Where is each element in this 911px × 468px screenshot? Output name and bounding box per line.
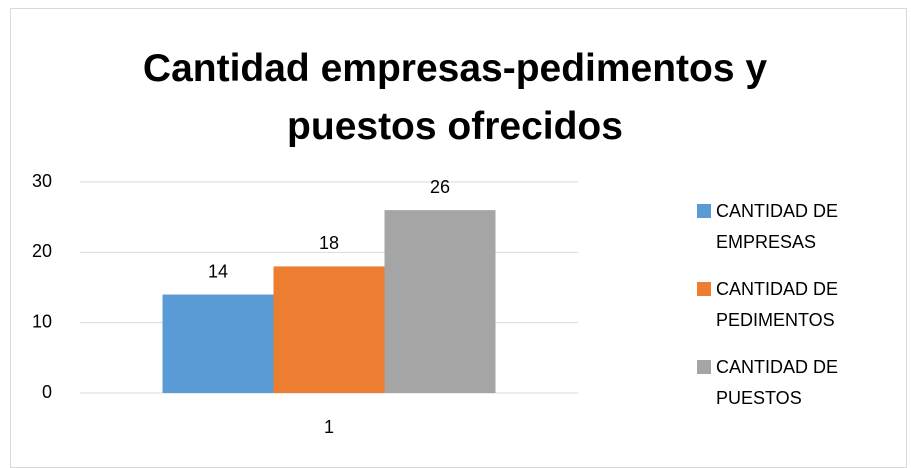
legend-label: CANTIDAD DE PUESTOS	[716, 357, 839, 408]
legend-swatch	[697, 360, 711, 374]
chart-title: Cantidad empresas-pedimentos y puestos o…	[142, 47, 768, 148]
legend-swatch	[697, 204, 711, 218]
page: {"chart_data": {"type": "bar", "title": …	[10, 8, 907, 468]
legend-label: CANTIDAD DE PEDIMENTOS	[716, 279, 839, 330]
chart: 0 10 20 30 1 14 18 26	[32, 171, 578, 437]
y-tick-label: 30	[32, 171, 52, 191]
y-tick-label: 10	[32, 311, 52, 331]
y-tick-label: 20	[32, 241, 52, 261]
x-tick-label: 1	[324, 417, 334, 437]
legend-entry: CANTIDAD DE EMPRESAS	[697, 196, 887, 258]
bar	[162, 294, 274, 393]
legend-entry: CANTIDAD DE PUESTOS	[697, 352, 887, 414]
legend-swatch	[697, 282, 711, 296]
legend-label: CANTIDAD DE EMPRESAS	[716, 201, 839, 252]
data-label: 26	[430, 177, 450, 197]
bar	[273, 266, 385, 393]
data-label: 14	[208, 261, 228, 281]
bar	[384, 210, 496, 393]
legend-entry: CANTIDAD DE PEDIMENTOS	[697, 274, 887, 336]
data-label: 18	[319, 233, 339, 253]
y-tick-label: 0	[42, 382, 52, 402]
